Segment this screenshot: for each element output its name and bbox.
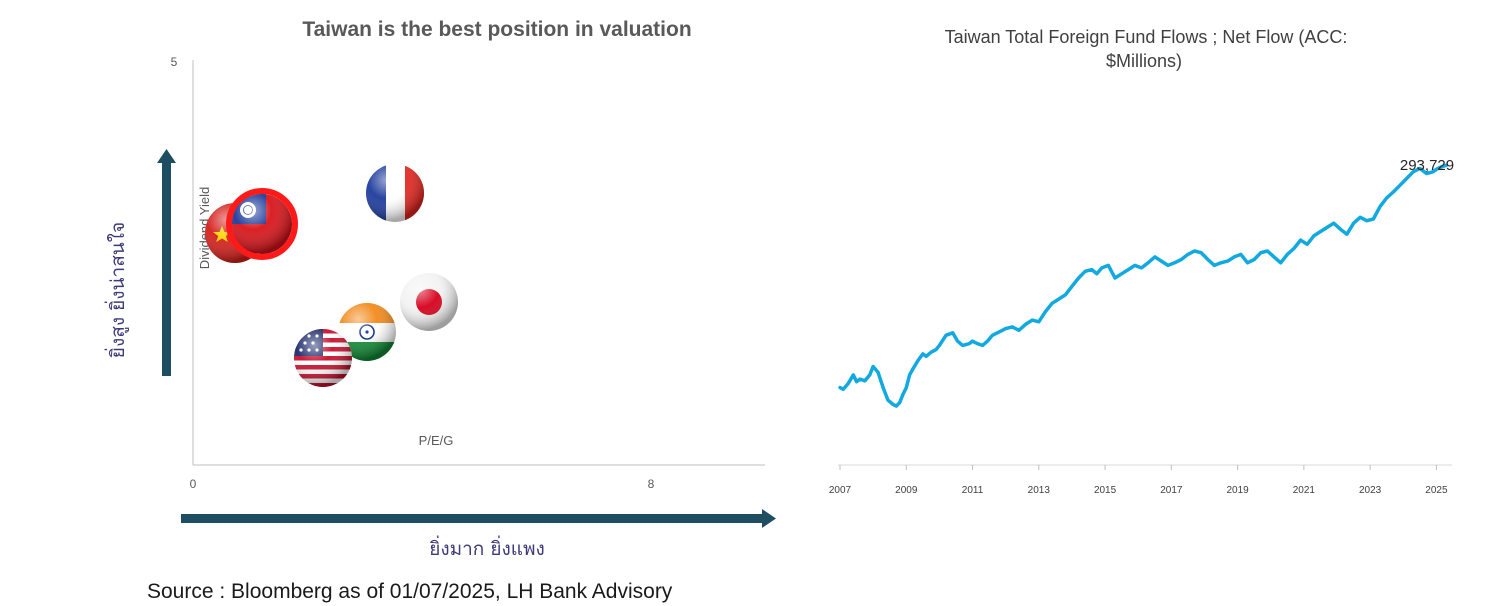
right-x-tick-label: 2023 [1359,485,1382,496]
left-y-tick-label: 5 [171,55,178,69]
right-chart-title-line-2: $Millions) [1106,51,1182,71]
x-arrow-label: ยิ่งมาก ยิ่งแพง [429,535,545,560]
right-x-tick-label: 2025 [1425,485,1448,496]
x-direction-arrow [181,509,776,528]
france-flag-icon [366,164,424,222]
last-value-label: 293,729 [1400,157,1454,174]
right-x-ticks: 2007 2009 2011 2013 2015 2017 2019 2021 2023 2025 [829,465,1448,496]
right-x-tick-label: 2011 [962,485,984,496]
y-arrow-label: ยิ่งสูง ยิ่งน่าสนใจ [104,222,129,358]
right-x-tick-label: 2013 [1028,485,1051,496]
left-x-tick-label: 0 [190,477,197,491]
left-y-axis-title: Dividend Yield [197,187,212,269]
india-flag-icon [338,303,396,361]
usa-flag-icon [294,329,352,387]
net-flow-series-line [838,163,1449,408]
japan-flag-icon [400,273,458,331]
source-note: Source : Bloomberg as of 01/07/2025, LH … [147,580,673,603]
right-x-tick-label: 2019 [1226,485,1249,496]
right-x-tick-label: 2009 [895,485,918,496]
left-x-tick-label: 8 [648,477,655,491]
y-direction-arrow [157,149,176,376]
right-chart-title-line-1: Taiwan Total Foreign Fund Flows ; Net Fl… [945,27,1348,47]
right-x-tick-label: 2017 [1160,485,1183,496]
right-x-tick-label: 2007 [829,485,852,496]
left-chart-title: Taiwan is the best position in valuation [302,18,691,41]
left-x-axis-title: P/E/G [419,433,454,448]
taiwan-flag-icon [226,188,298,260]
right-x-tick-label: 2015 [1094,485,1117,496]
right-x-tick-label: 2021 [1293,485,1316,496]
